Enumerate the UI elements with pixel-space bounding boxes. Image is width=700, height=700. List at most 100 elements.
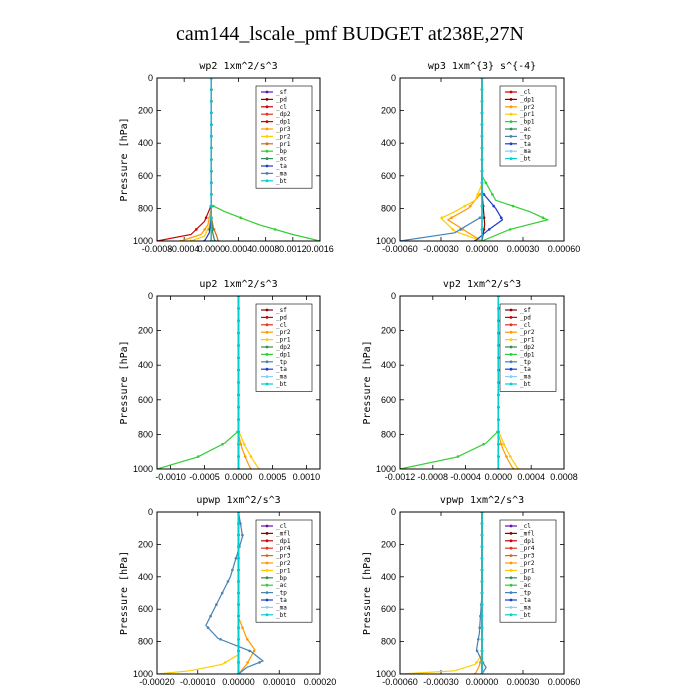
legend-marker — [509, 308, 513, 312]
legend-marker — [265, 105, 269, 109]
data-point — [480, 661, 484, 664]
data-point — [237, 319, 240, 323]
data-point — [209, 614, 212, 618]
y-axis-label: Pressure [hPa] — [119, 117, 130, 201]
data-point — [482, 216, 486, 219]
data-point — [237, 638, 240, 641]
legend-entry: _cl — [520, 89, 531, 96]
y-tick-label: 1000 — [133, 464, 153, 474]
data-point — [237, 393, 240, 397]
data-point — [246, 638, 249, 641]
data-point — [480, 181, 484, 185]
data-point — [480, 568, 484, 572]
data-point — [480, 638, 484, 641]
panel-3: up2 1xm^2/s^3 Pressure [hPa] 0 200 400 600 800… — [119, 279, 321, 482]
x-tick-label: 0.0012 — [279, 244, 307, 254]
plot-frame — [399, 295, 565, 470]
data-point — [237, 381, 240, 384]
data-point — [487, 228, 491, 231]
legend-marker — [509, 539, 513, 543]
legend-marker — [265, 127, 269, 131]
legend: _sf_pd_cl_dp2_dp1_pr3_pr2_pr1_bp_ac_ta_m… — [255, 85, 313, 189]
data-point — [210, 228, 213, 231]
data-point — [237, 591, 240, 595]
legend-entry: _dp1 — [520, 538, 535, 545]
legend-entry: _mfl — [276, 530, 291, 537]
legend-marker — [265, 338, 269, 341]
plot-frame — [156, 295, 321, 470]
data-point — [469, 204, 472, 208]
data-point — [497, 331, 500, 335]
data-point — [480, 614, 484, 618]
data-point — [499, 216, 503, 219]
y-tick-label: 800 — [381, 637, 396, 647]
data-point — [497, 381, 500, 384]
y-tick-label: 600 — [138, 171, 153, 181]
data-point — [210, 158, 213, 161]
data-point — [215, 603, 218, 606]
legend-entry: _sf — [276, 89, 287, 96]
legend: _cl_mfl_dp1_pr4_pr3_pr2_pr1_bp_ac_tp_ta_… — [499, 519, 557, 623]
plot-frame — [399, 511, 565, 675]
data-point — [210, 88, 213, 91]
legend-marker — [509, 345, 513, 349]
legend-marker — [509, 382, 513, 386]
legend-marker — [509, 323, 513, 327]
y-tick-label: 800 — [381, 203, 396, 213]
x-tick-label: 0.0000 — [198, 244, 226, 254]
x-tick-label: 0.0008 — [550, 472, 578, 482]
panels-group: wp2 1xm^2/s^3 Pressure [hPa] 0 200 400 600 800… — [119, 61, 580, 687]
legend-entry: _tp — [276, 590, 287, 597]
data-point — [480, 603, 484, 606]
legend-entry: _ta — [520, 366, 531, 373]
legend-marker — [509, 613, 513, 617]
y-tick-label: 600 — [138, 604, 153, 614]
legend-entry: _dp1 — [276, 538, 291, 545]
legend-entry: _bt — [520, 381, 531, 388]
x-tick-label: 0.00030 — [507, 677, 540, 687]
data-point — [480, 649, 484, 653]
legend-marker — [509, 583, 513, 587]
panel-title: upwp 1xm^2/s^3 — [196, 495, 280, 506]
data-point — [451, 228, 455, 231]
legend-entry: _pr3 — [276, 126, 291, 133]
data-point — [497, 368, 500, 372]
legend-marker — [509, 546, 513, 550]
x-tick-label: 0.0008 — [252, 244, 280, 254]
data-point — [239, 216, 242, 219]
data-point — [480, 123, 484, 126]
data-point — [237, 344, 240, 347]
legend-entry: _bt — [520, 612, 531, 619]
legend-entry: _pr1 — [520, 337, 535, 344]
x-tick-label: 0.0016 — [306, 244, 334, 254]
data-point — [237, 522, 240, 525]
plot-frame — [156, 511, 321, 675]
data-point — [480, 522, 484, 525]
legend-marker — [265, 524, 269, 528]
legend-entry: _ta — [520, 141, 531, 148]
x-tick-label: 0.0004 — [225, 244, 253, 254]
data-point — [480, 204, 484, 208]
data-point — [196, 455, 200, 458]
legend-entry: _pr2 — [520, 329, 535, 336]
x-tick-label: -0.00020 — [139, 677, 175, 687]
y-tick-label: 400 — [138, 572, 153, 582]
legend-entry: _pr1 — [520, 567, 535, 574]
legend-marker — [265, 308, 269, 312]
data-point — [480, 100, 484, 103]
series-line-tp — [400, 78, 483, 241]
data-point — [239, 443, 243, 446]
data-point — [241, 533, 244, 537]
x-tick-label: 0.0000 — [485, 472, 513, 482]
legend-marker — [509, 569, 513, 572]
panel-6: vpwp 1xm^2/s^3 Pressure [hPa] 0 200 400 600 80… — [362, 495, 580, 687]
series-line-pr1 — [157, 512, 240, 674]
legend-marker — [265, 583, 269, 587]
legend-marker — [509, 90, 513, 94]
y-tick-label: 0 — [148, 291, 153, 301]
legend-marker — [509, 127, 513, 131]
legend-entry: _cl — [520, 322, 531, 329]
series-group — [157, 512, 265, 674]
legend-entry: _dp2 — [520, 344, 535, 351]
data-point — [237, 626, 240, 629]
